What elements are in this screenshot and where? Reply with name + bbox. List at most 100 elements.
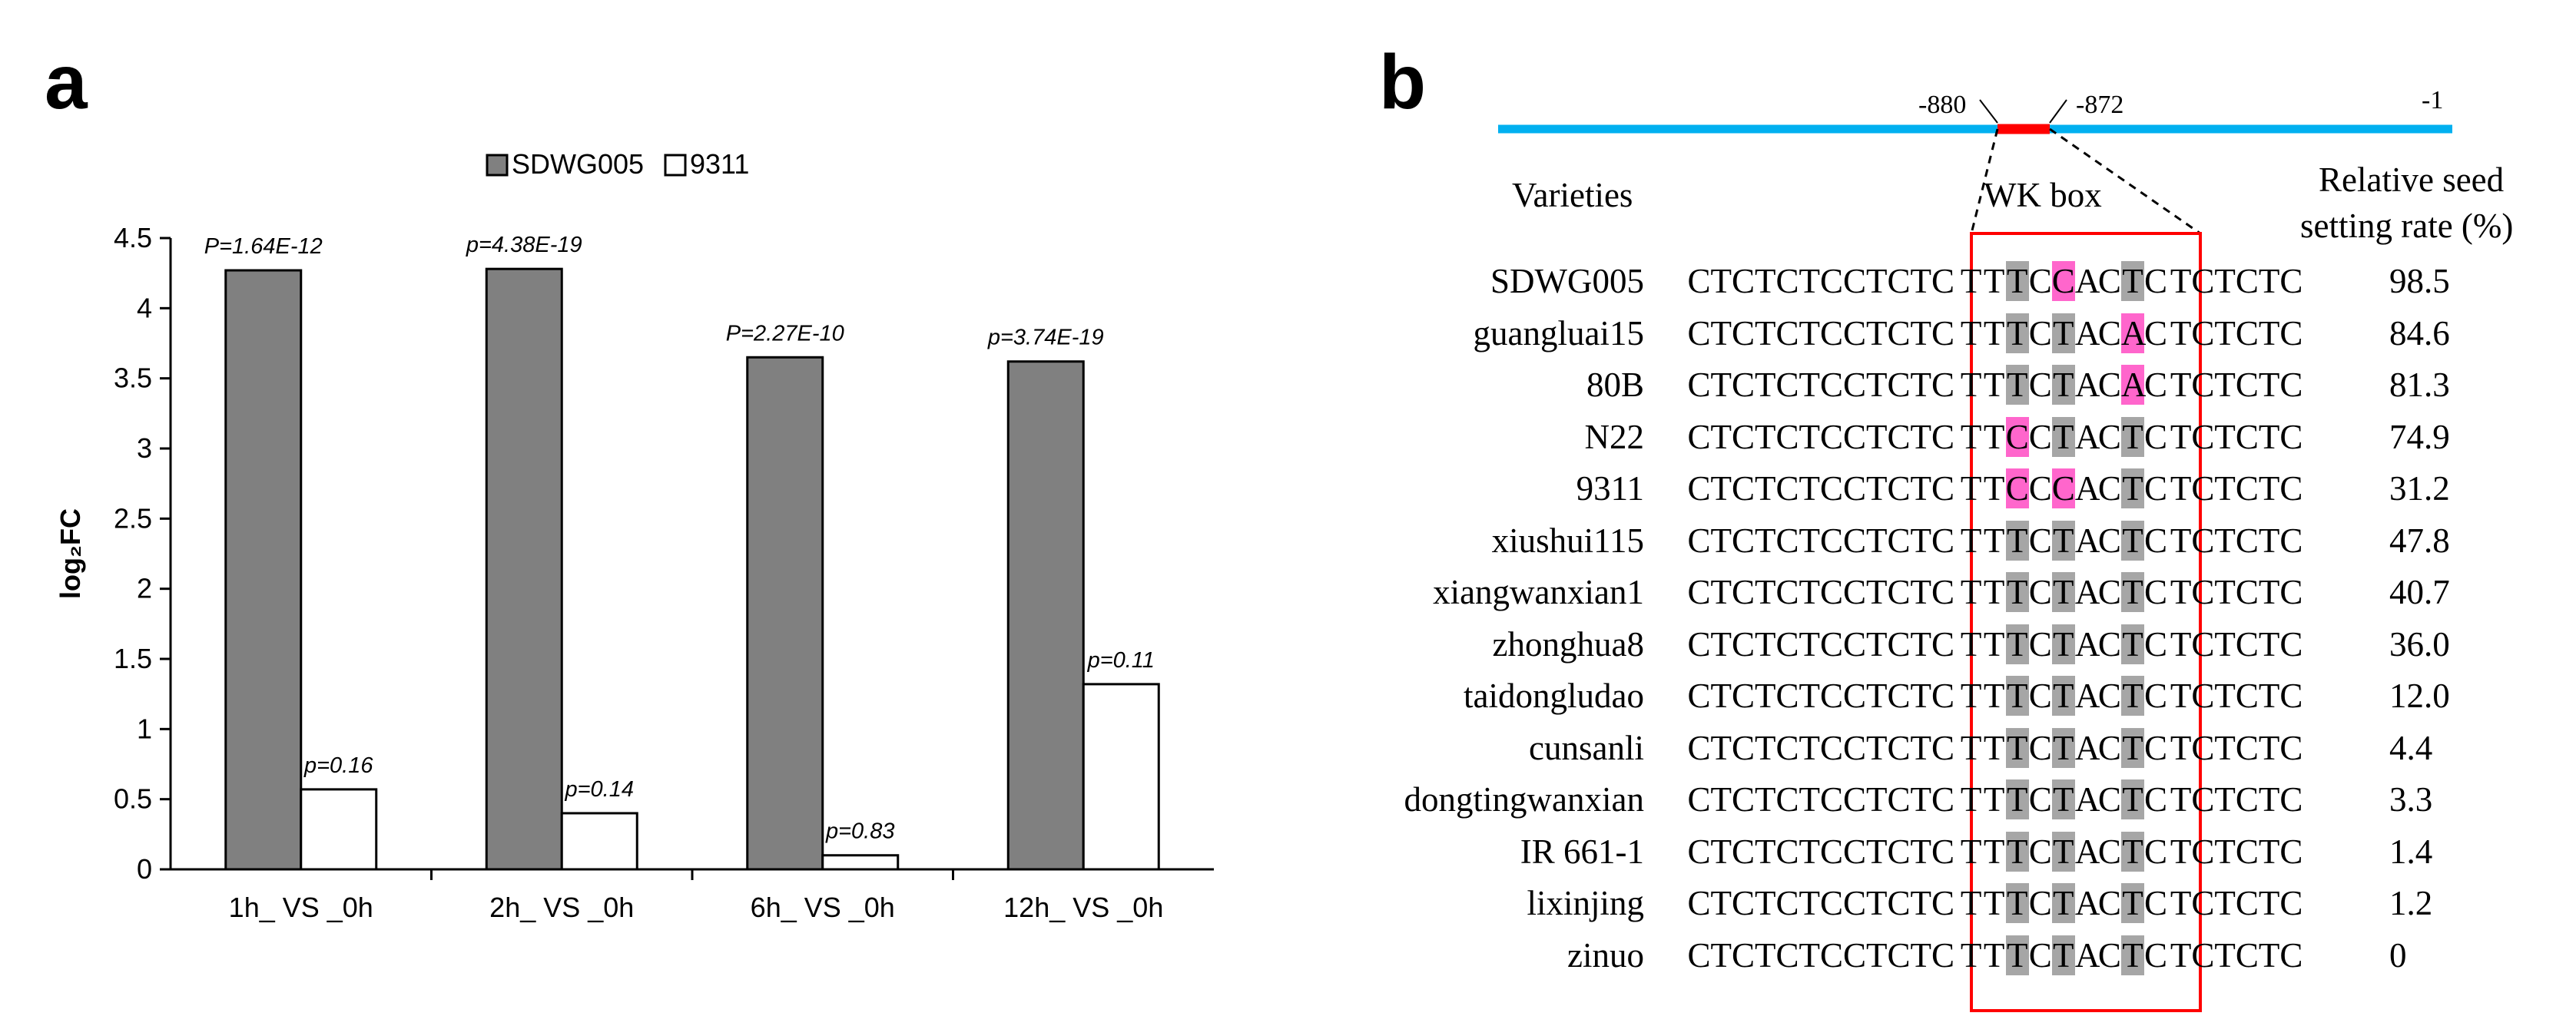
sequence: CTCTCTCCTCTC TTTCTACTCTCTCTC [1683, 883, 2306, 923]
variety-name: taidongludao [1464, 677, 1644, 715]
sequence-segment: CTCTCTCCTCTC [1687, 262, 1955, 300]
sequence-segment: A [2074, 780, 2100, 819]
rate-header-line2: setting rate (%) [2300, 207, 2514, 245]
sequence-segment: T [1960, 469, 1982, 508]
sequence: CTCTCTCCTCTC TTCCTACTCTCTCTC [1683, 416, 2306, 457]
sequence-segment: T [1983, 469, 2005, 508]
sequence-segment: CTCTCTCCTCTC [1687, 469, 1955, 508]
sequence-segment: TCTCTC [2170, 417, 2303, 456]
sequence-segment: C [2051, 261, 2075, 301]
sequence-segment: T [1983, 262, 2005, 300]
legend-swatch [664, 154, 687, 177]
sequence-segment: C [2028, 469, 2052, 508]
sequence-segment: T [2005, 727, 2029, 768]
variety-name: N22 [1584, 417, 1645, 456]
sequence-segment: C [2143, 262, 2167, 300]
position-right-label: -872 [2076, 91, 2124, 119]
sequence-segment: T [2051, 572, 2075, 612]
sequence-segment: C [2028, 313, 2052, 352]
sequence-segment: A [2074, 262, 2100, 300]
sequence-segment: C [2051, 468, 2075, 508]
sequence-segment: C [2097, 366, 2121, 404]
variety-name: xiangwanxian1 [1433, 573, 1644, 611]
sequence-segment: T [2005, 676, 2029, 716]
bar-9311 [821, 854, 900, 871]
sequence-segment: C [2143, 935, 2167, 975]
zoom-line-right [2049, 127, 2201, 235]
sequence-segment: T [1960, 935, 1982, 975]
sequence-segment: C [2143, 417, 2167, 456]
sequence-segment: A [2074, 313, 2100, 352]
sequence-segment: C [2028, 417, 2052, 456]
sequence-segment: C [2097, 262, 2121, 300]
sequence-segment: C [2143, 366, 2167, 404]
sequence-segment: T [1960, 366, 1982, 404]
panel-b-letter: b [1379, 39, 1427, 125]
sequence-segment: T [2051, 727, 2075, 768]
sequence-segment: T [1960, 573, 1982, 611]
sequence-segment: C [2097, 884, 2121, 922]
sequence-segment: TCTCTC [2170, 677, 2303, 715]
legend-swatch [486, 154, 509, 177]
setting-rate: 81.3 [2389, 366, 2450, 404]
setting-rate: 47.8 [2389, 521, 2450, 560]
sequence-segment: C [2143, 780, 2167, 819]
sequence-segment: C [2028, 832, 2052, 871]
sequence-segment: TCTCTC [2170, 728, 2303, 767]
variety-name: IR 661-1 [1520, 832, 1644, 871]
sequence-segment: C [2097, 728, 2121, 767]
sequence-segment: CTCTCTCCTCTC [1687, 884, 1955, 922]
sequence-segment: C [2143, 469, 2167, 508]
sequence-segment: T [1960, 884, 1982, 922]
sequence-segment: T [1960, 624, 1982, 664]
sequence-segment: CTCTCTCCTCTC [1687, 935, 1955, 975]
sequence-segment: T [2051, 676, 2075, 716]
sequence-segment: CTCTCTCCTCTC [1687, 521, 1955, 560]
setting-rate: 4.4 [2389, 728, 2433, 767]
p-value-label: p=0.83 [825, 819, 895, 844]
sequence-segment: C [2028, 521, 2052, 560]
sequence-segment: A [2074, 832, 2100, 871]
sequence-segment: T [1960, 780, 1982, 819]
sequence-segment: T [2120, 624, 2144, 664]
p-value-label: p=0.16 [303, 753, 373, 778]
sequence-segment: C [2097, 521, 2121, 560]
sequence-segment: A [2120, 365, 2147, 405]
sequence-segment: T [2051, 883, 2075, 923]
sequence-segment: T [1983, 573, 2005, 611]
sequence: CTCTCTCCTCTC TTTCTACTCTCTCTC [1683, 676, 2306, 716]
sequence-segment: C [2028, 884, 2052, 922]
p-value-label: p=4.38E-19 [466, 233, 582, 257]
y-tick-label: 2 [137, 573, 152, 604]
sequence-segment: T [2051, 313, 2075, 353]
sequence-segment: C [2028, 624, 2052, 664]
sequence-segment: C [2143, 728, 2167, 767]
sequence-segment: A [2074, 677, 2100, 715]
sequence-segment: C [2143, 677, 2167, 715]
sequence-segment: A [2074, 469, 2100, 508]
wk-box-frame [1970, 232, 2202, 1012]
sequence-segment: T [1983, 677, 2005, 715]
sequence-segment: TCTCTC [2170, 935, 2303, 975]
sequence-segment: T [2051, 624, 2075, 664]
setting-rate: 98.5 [2389, 262, 2450, 300]
sequence-segment: A [2120, 313, 2147, 353]
sequence-segment: T [2005, 261, 2029, 301]
sequence-segment: CTCTCTCCTCTC [1687, 417, 1955, 456]
sequence-segment: C [2005, 468, 2029, 508]
sequence-segment: A [2074, 935, 2100, 975]
setting-rate: 36.0 [2389, 624, 2450, 664]
sequence-segment: T [2120, 831, 2144, 872]
sequence-segment: TCTCTC [2170, 780, 2303, 819]
sequence-segment: T [1983, 780, 2005, 819]
sequence-segment: CTCTCTCCTCTC [1687, 728, 1955, 767]
sequence-segment: T [2120, 676, 2144, 716]
y-tick-label: 2.5 [114, 502, 152, 534]
sequence-segment: T [1983, 832, 2005, 871]
bar-9311 [1082, 683, 1160, 871]
zoom-line-left [1970, 128, 1999, 234]
y-tick-label: 1 [137, 713, 152, 744]
sequence-segment: C [2097, 832, 2121, 871]
p-value-label: p=0.14 [564, 777, 634, 802]
